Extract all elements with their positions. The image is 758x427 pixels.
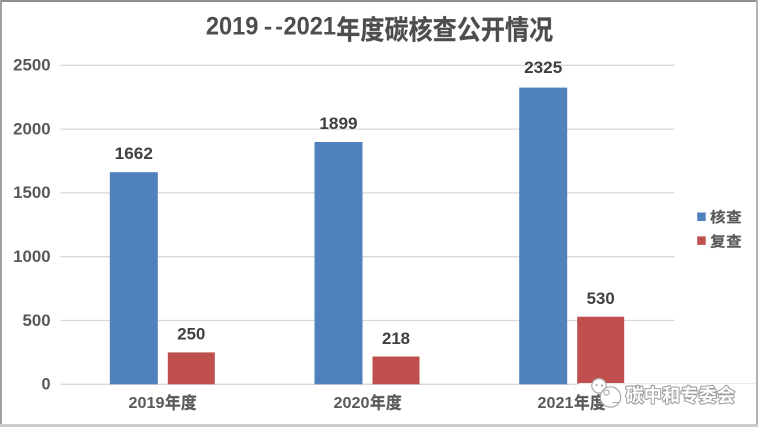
svg-text:2019: 2019 <box>129 395 165 412</box>
svg-text:2000: 2000 <box>13 120 51 138</box>
svg-text:2500: 2500 <box>13 57 51 75</box>
svg-text:1899: 1899 <box>319 115 357 133</box>
svg-text:2021: 2021 <box>538 395 574 412</box>
svg-text:0: 0 <box>42 376 51 394</box>
svg-text:2325: 2325 <box>524 59 562 77</box>
svg-text:2020: 2020 <box>334 395 370 412</box>
svg-text:530: 530 <box>587 290 615 308</box>
svg-text:250: 250 <box>177 325 205 343</box>
svg-text:2019: 2019 <box>206 13 259 41</box>
svg-text:218: 218 <box>382 330 410 348</box>
svg-text:1500: 1500 <box>13 184 51 202</box>
svg-text:2021: 2021 <box>284 13 337 41</box>
svg-text:1662: 1662 <box>115 145 153 163</box>
svg-text:1000: 1000 <box>13 248 51 266</box>
svg-text:500: 500 <box>23 312 51 330</box>
